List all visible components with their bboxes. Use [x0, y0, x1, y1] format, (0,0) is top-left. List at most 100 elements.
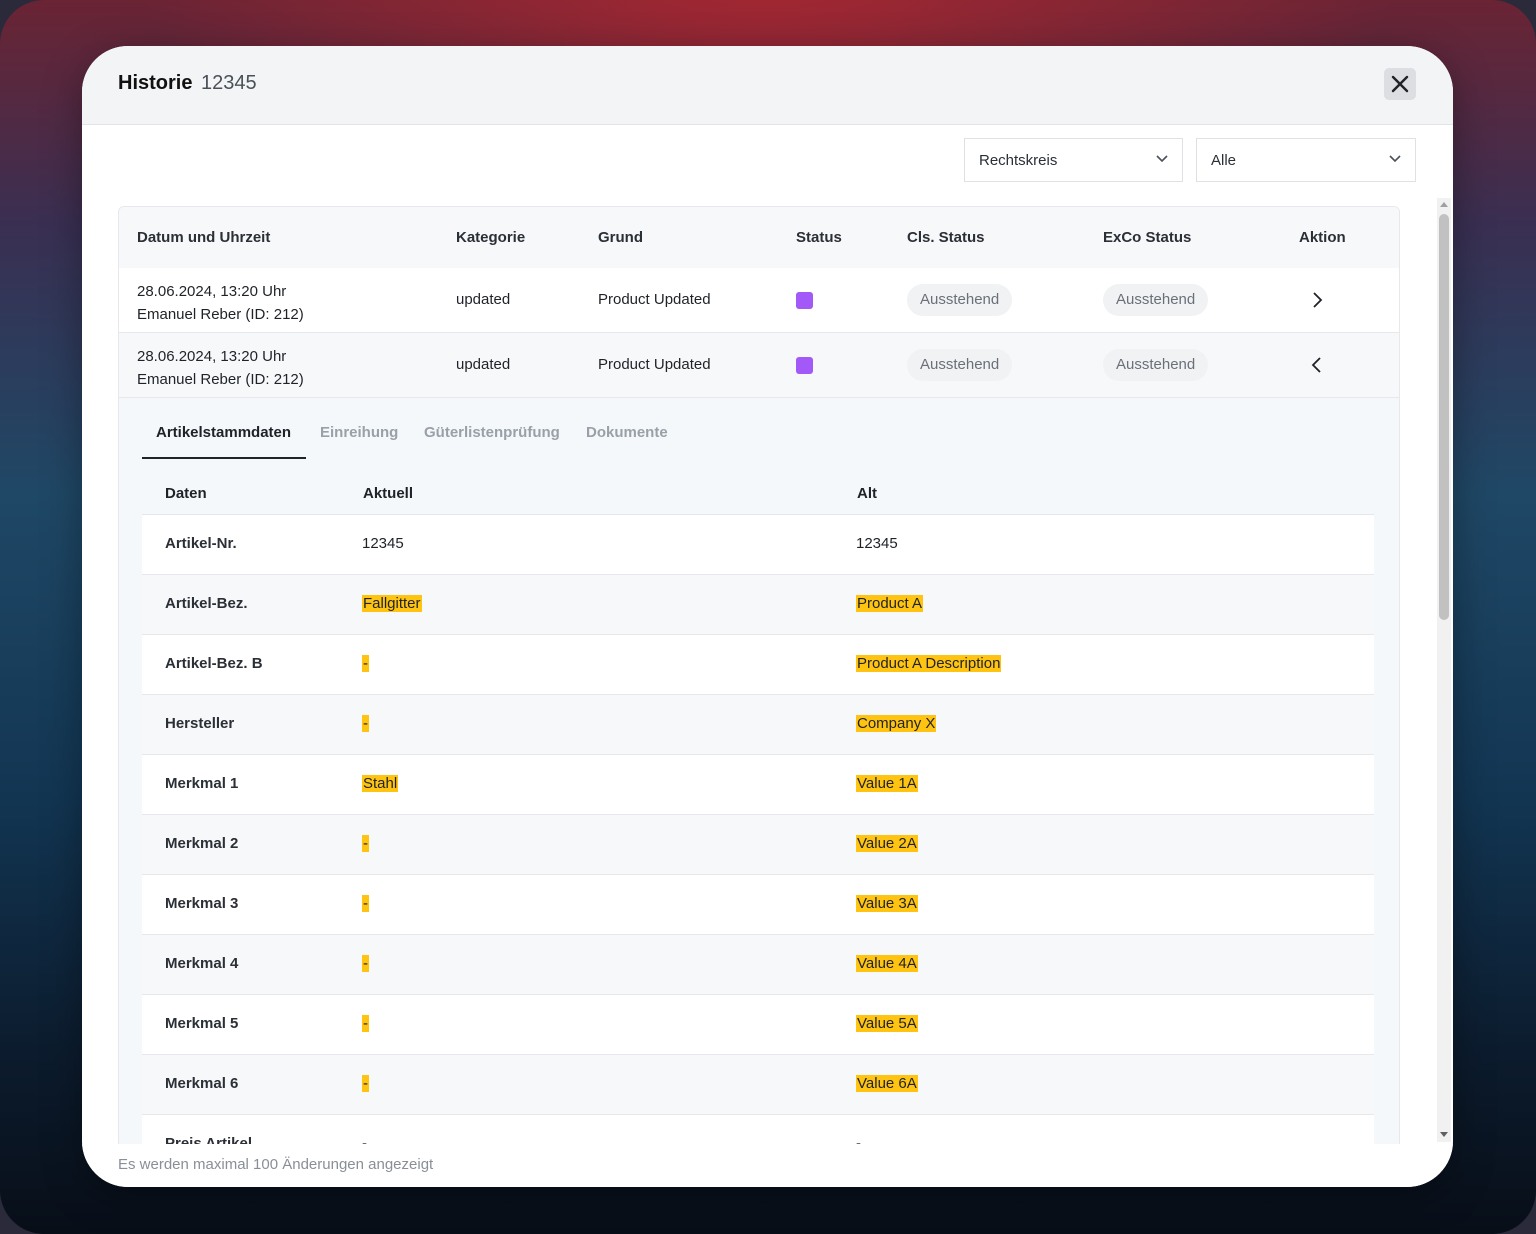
- scope-select[interactable]: Alle: [1196, 138, 1416, 182]
- detail-current-value: -: [362, 655, 369, 672]
- detail-current-value: Fallgitter: [362, 595, 422, 612]
- column-header-category: Kategorie: [456, 229, 526, 246]
- detail-header-current: Aktuell: [363, 485, 414, 502]
- detail-label: Merkmal 3: [165, 895, 239, 912]
- cls-status-badge: Ausstehend: [907, 284, 1013, 316]
- detail-row: Merkmal 2 - Value 2A: [142, 815, 1374, 875]
- detail-current-value: -: [362, 1075, 369, 1092]
- column-header-exco-status: ExCo Status: [1103, 229, 1192, 246]
- row-datetime: 28.06.2024, 13:20 Uhr Emanuel Reber (ID:…: [137, 345, 304, 391]
- row-date: 28.06.2024, 13:20 Uhr: [137, 348, 287, 365]
- modal-header: Historie 12345: [82, 46, 1453, 125]
- modal-footer: Es werden maximal 100 Änderungen angezei…: [82, 1144, 1453, 1187]
- jurisdiction-select[interactable]: Rechtskreis: [964, 138, 1183, 182]
- detail-label: Merkmal 5: [165, 1015, 239, 1032]
- detail-row: Merkmal 6 - Value 6A: [142, 1055, 1374, 1115]
- detail-label: Merkmal 6: [165, 1075, 239, 1092]
- modal-title: Historie: [118, 72, 193, 94]
- detail-current-value: -: [362, 1135, 367, 1148]
- exco-status-badge: Ausstehend: [1103, 349, 1209, 381]
- detail-old-value: Value 1A: [856, 775, 918, 792]
- tab-gueterlistenpruefung[interactable]: Güterlistenprüfung: [424, 424, 560, 441]
- tab-einreihung[interactable]: Einreihung: [320, 424, 399, 441]
- detail-panel: Artikelstammdaten Einreihung Güterlisten…: [119, 398, 1399, 1147]
- column-header-date: Datum und Uhrzeit: [137, 229, 271, 246]
- detail-label: Hersteller: [165, 715, 235, 732]
- column-header-reason: Grund: [598, 229, 643, 246]
- status-indicator: [796, 357, 813, 374]
- detail-label: Artikel-Bez. B: [165, 655, 263, 672]
- detail-current-value: -: [362, 895, 369, 912]
- exco-status-badge: Ausstehend: [1103, 284, 1209, 316]
- detail-header-old: Alt: [857, 485, 877, 502]
- detail-old-value: Value 4A: [856, 955, 918, 972]
- detail-row: Merkmal 1 Stahl Value 1A: [142, 755, 1374, 815]
- row-category: updated: [456, 291, 511, 308]
- detail-row: Merkmal 3 - Value 3A: [142, 875, 1374, 935]
- jurisdiction-select-value: Rechtskreis: [979, 152, 1058, 169]
- vertical-scrollbar[interactable]: [1437, 198, 1451, 1142]
- scroll-up-arrow-icon[interactable]: [1440, 202, 1448, 207]
- active-tab-indicator: [142, 457, 306, 459]
- detail-current-value: -: [362, 955, 369, 972]
- detail-old-value: 12345: [856, 535, 898, 552]
- modal-article-id: 12345: [201, 72, 257, 94]
- close-icon: [1391, 75, 1409, 93]
- detail-old-value: Value 5A: [856, 1015, 918, 1032]
- detail-row: Merkmal 5 - Value 5A: [142, 995, 1374, 1055]
- status-indicator: [796, 292, 813, 309]
- detail-current-value: 12345: [362, 535, 404, 552]
- chevron-right-icon[interactable]: [1311, 291, 1323, 309]
- row-category: updated: [456, 356, 511, 373]
- scrollbar-thumb[interactable]: [1439, 214, 1449, 620]
- chevron-down-icon: [1156, 155, 1168, 163]
- detail-old-value: Product A Description: [856, 655, 1002, 672]
- history-table: Datum und Uhrzeit Kategorie Grund Status…: [118, 206, 1400, 1148]
- detail-row: Artikel-Bez. Fallgitter Product A: [142, 575, 1374, 635]
- detail-current-value: -: [362, 715, 369, 732]
- detail-label: Artikel-Nr.: [165, 535, 237, 552]
- detail-label: Merkmal 2: [165, 835, 239, 852]
- detail-old-value: Value 3A: [856, 895, 918, 912]
- detail-old-value: Product A: [856, 595, 924, 612]
- table-row[interactable]: 28.06.2024, 13:20 Uhr Emanuel Reber (ID:…: [119, 268, 1399, 333]
- tab-dokumente[interactable]: Dokumente: [586, 424, 668, 441]
- chevron-left-icon[interactable]: [1311, 356, 1323, 374]
- table-row-expanded[interactable]: 28.06.2024, 13:20 Uhr Emanuel Reber (ID:…: [119, 333, 1399, 398]
- row-reason: Product Updated: [598, 291, 711, 308]
- detail-label: Artikel-Bez.: [165, 595, 248, 612]
- cls-status-badge: Ausstehend: [907, 349, 1013, 381]
- detail-old-value: Company X: [856, 715, 937, 732]
- detail-header-data: Daten: [165, 485, 207, 502]
- row-date: 28.06.2024, 13:20 Uhr: [137, 283, 287, 300]
- chevron-down-icon: [1389, 155, 1401, 163]
- detail-label: Merkmal 1: [165, 775, 239, 792]
- history-modal: Historie 12345 Rechtskreis Alle Datum un…: [82, 46, 1453, 1187]
- detail-label: Merkmal 4: [165, 955, 239, 972]
- detail-row: Merkmal 4 - Value 4A: [142, 935, 1374, 995]
- close-button[interactable]: [1384, 68, 1416, 100]
- detail-row: Artikel-Nr. 12345 12345: [142, 515, 1374, 575]
- row-user: Emanuel Reber (ID: 212): [137, 371, 304, 388]
- detail-old-value: Value 2A: [856, 835, 918, 852]
- detail-row: Hersteller - Company X: [142, 695, 1374, 755]
- row-user: Emanuel Reber (ID: 212): [137, 306, 304, 323]
- row-reason: Product Updated: [598, 356, 711, 373]
- detail-current-value: Stahl: [362, 775, 399, 792]
- detail-old-value: -: [856, 1135, 861, 1148]
- column-header-status: Status: [796, 229, 842, 246]
- scroll-down-arrow-icon[interactable]: [1440, 1132, 1448, 1137]
- detail-table: Artikel-Nr. 12345 12345 Artikel-Bez. Fal…: [142, 514, 1374, 1148]
- detail-current-value: -: [362, 835, 369, 852]
- row-datetime: 28.06.2024, 13:20 Uhr Emanuel Reber (ID:…: [137, 280, 304, 326]
- scope-select-value: Alle: [1211, 152, 1237, 169]
- detail-old-value: Value 6A: [856, 1075, 918, 1092]
- column-header-action: Aktion: [1299, 229, 1346, 246]
- table-header: Datum und Uhrzeit Kategorie Grund Status…: [119, 207, 1399, 269]
- footer-note: Es werden maximal 100 Änderungen angezei…: [118, 1156, 434, 1173]
- tab-artikelstammdaten[interactable]: Artikelstammdaten: [156, 424, 292, 441]
- column-header-cls-status: Cls. Status: [907, 229, 985, 246]
- detail-current-value: -: [362, 1015, 369, 1032]
- detail-row: Artikel-Bez. B - Product A Description: [142, 635, 1374, 695]
